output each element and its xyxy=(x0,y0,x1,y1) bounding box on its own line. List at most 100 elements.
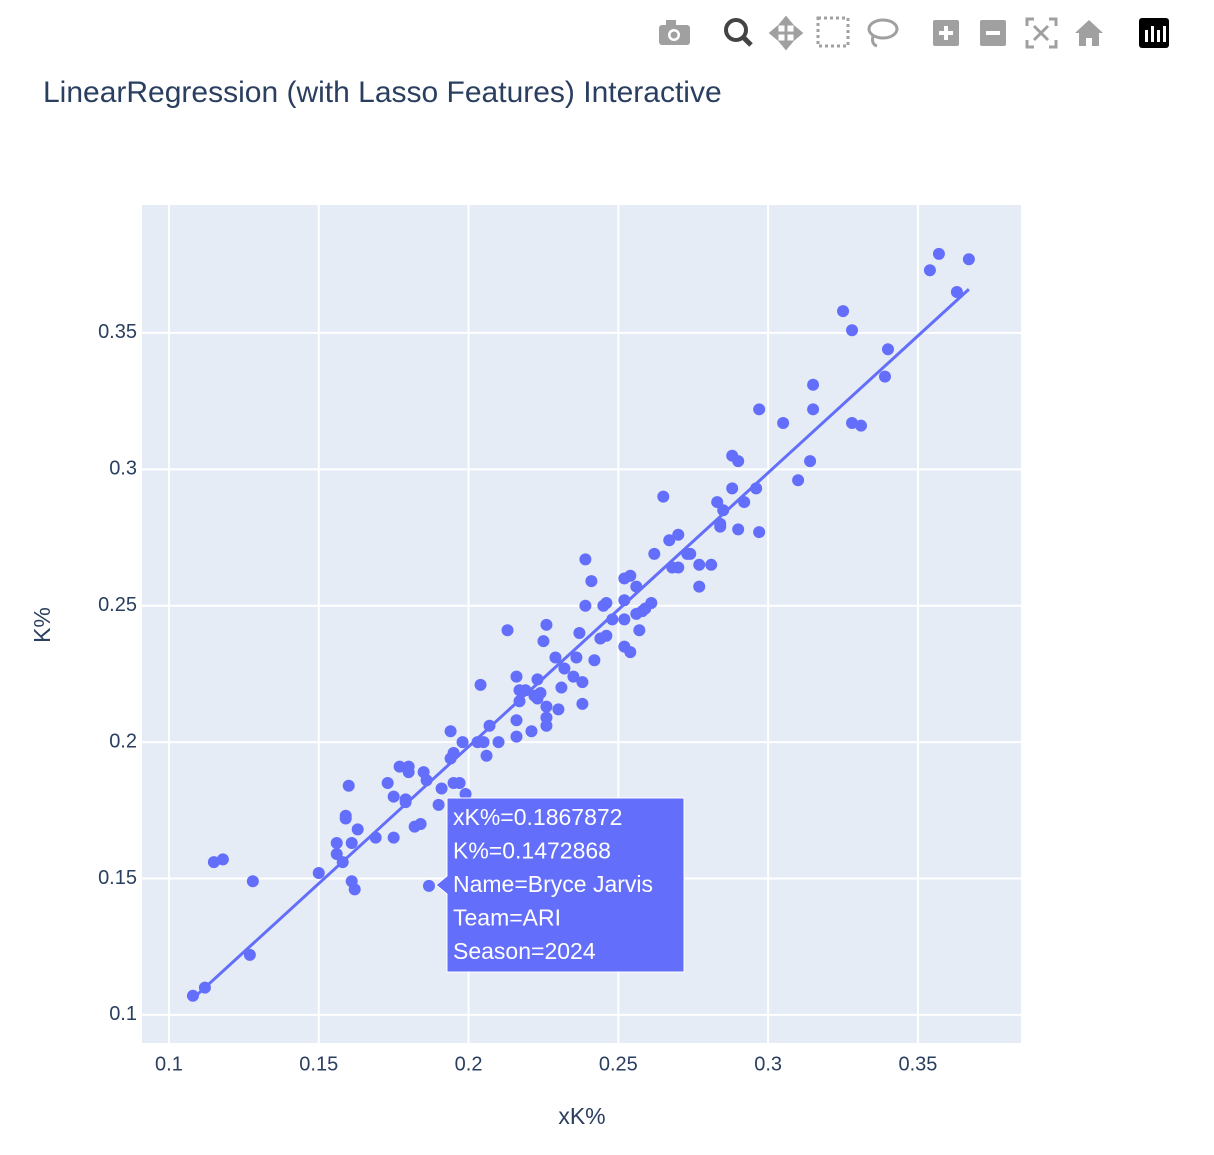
point xyxy=(672,561,685,574)
point xyxy=(881,343,894,356)
point xyxy=(570,651,583,664)
point xyxy=(420,774,433,787)
point xyxy=(552,703,565,716)
point xyxy=(555,681,568,694)
point xyxy=(519,684,532,697)
point xyxy=(414,817,427,830)
tooltip-line: xK%=0.1867872 xyxy=(453,804,622,830)
point xyxy=(351,823,364,836)
point xyxy=(738,496,751,509)
point xyxy=(579,553,592,566)
point xyxy=(950,286,963,299)
point xyxy=(216,853,229,866)
tooltip: xK%=0.1867872 K%=0.1472868 Name=Bryce Jarv… xyxy=(435,797,685,973)
point xyxy=(459,787,472,800)
point xyxy=(342,779,355,792)
point xyxy=(630,580,643,593)
point xyxy=(645,596,658,609)
x-tick-label: 0.35 xyxy=(898,1053,937,1075)
point xyxy=(477,736,490,749)
point xyxy=(657,490,670,503)
camera-button[interactable] xyxy=(659,20,690,45)
trendline xyxy=(194,288,970,997)
marks xyxy=(186,247,975,1002)
point xyxy=(531,673,544,686)
point xyxy=(573,627,586,640)
chart-title: LinearRegression (with Lasso Features) I… xyxy=(43,76,722,109)
tooltip-box xyxy=(435,797,685,973)
point xyxy=(456,736,469,749)
point xyxy=(855,419,868,432)
point xyxy=(579,599,592,612)
point xyxy=(447,747,460,760)
point xyxy=(726,482,739,495)
y-tick-label: 0.25 xyxy=(98,594,137,616)
point xyxy=(348,883,361,896)
tooltip-line: Name=Bryce Jarvis xyxy=(453,871,653,897)
point xyxy=(186,989,199,1002)
point xyxy=(339,812,352,825)
x-tick-label: 0.3 xyxy=(754,1053,782,1075)
point xyxy=(534,687,547,700)
point xyxy=(732,455,745,468)
y-tick-label: 0.35 xyxy=(98,321,137,343)
point xyxy=(492,736,505,749)
point xyxy=(537,635,550,648)
y-tick-label: 0.15 xyxy=(98,867,137,889)
point xyxy=(714,517,727,530)
point xyxy=(693,580,706,593)
point xyxy=(753,526,766,539)
tooltip-line: Season=2024 xyxy=(453,938,596,964)
point xyxy=(549,651,562,664)
point xyxy=(540,700,553,713)
point xyxy=(540,719,553,732)
point xyxy=(510,714,523,727)
point xyxy=(558,662,571,675)
point xyxy=(422,879,435,892)
point xyxy=(633,624,646,637)
point xyxy=(387,831,400,844)
point xyxy=(576,697,589,710)
point xyxy=(753,403,766,416)
point xyxy=(804,455,817,468)
reset-button[interactable] xyxy=(1075,20,1103,46)
point xyxy=(807,378,820,391)
x-tick-label: 0.25 xyxy=(599,1053,638,1075)
pan-button[interactable] xyxy=(768,15,804,51)
point xyxy=(792,474,805,487)
point xyxy=(243,948,256,961)
point xyxy=(624,569,637,582)
point xyxy=(618,613,631,626)
point xyxy=(923,264,936,277)
point xyxy=(453,777,466,790)
point xyxy=(732,523,745,536)
point xyxy=(345,837,358,850)
zoom-in-button[interactable] xyxy=(933,20,959,46)
zoom-button[interactable] xyxy=(724,18,753,47)
point xyxy=(330,837,343,850)
point xyxy=(510,730,523,743)
point xyxy=(705,558,718,571)
point xyxy=(807,403,820,416)
point xyxy=(618,594,631,607)
point xyxy=(474,678,487,691)
zoom-out-button[interactable] xyxy=(980,20,1006,46)
x-tick-label: 0.2 xyxy=(455,1053,483,1075)
autoscale-button[interactable] xyxy=(1025,17,1058,49)
point xyxy=(540,618,553,631)
point xyxy=(246,875,259,888)
point xyxy=(510,670,523,683)
lasso-button[interactable] xyxy=(867,18,899,48)
point xyxy=(387,790,400,803)
point xyxy=(672,528,685,541)
point xyxy=(312,867,325,880)
box-select-button[interactable] xyxy=(816,16,850,48)
point xyxy=(624,646,637,659)
point xyxy=(648,547,661,560)
point xyxy=(480,749,493,762)
point xyxy=(750,482,763,495)
point xyxy=(399,796,412,809)
point xyxy=(381,777,394,790)
point xyxy=(717,504,730,517)
plotly-logo[interactable] xyxy=(1139,18,1169,48)
